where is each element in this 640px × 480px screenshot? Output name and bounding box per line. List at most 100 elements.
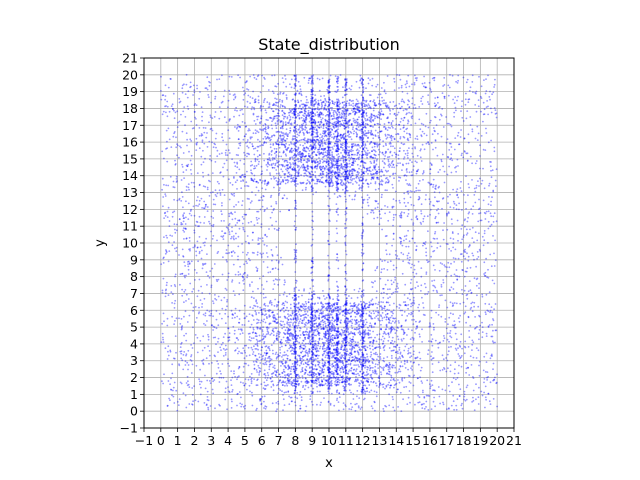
data-point	[223, 116, 226, 119]
data-point	[478, 364, 480, 367]
data-point	[471, 226, 474, 229]
data-point	[320, 118, 323, 121]
data-point	[297, 295, 300, 298]
data-point	[271, 259, 273, 262]
data-point	[418, 195, 420, 198]
data-point	[202, 175, 205, 178]
data-point	[204, 127, 207, 129]
data-point	[268, 316, 271, 318]
data-point	[255, 78, 258, 81]
data-point	[475, 284, 478, 287]
data-point	[179, 273, 182, 276]
data-point	[456, 193, 459, 196]
data-point	[259, 321, 262, 324]
data-point	[477, 180, 479, 183]
data-point	[174, 335, 177, 337]
data-point	[424, 125, 427, 128]
data-point	[492, 235, 494, 237]
data-point	[274, 353, 277, 355]
data-point	[167, 86, 170, 89]
data-point	[190, 360, 193, 362]
data-point	[285, 94, 288, 96]
data-point	[409, 282, 412, 284]
data-point	[383, 330, 386, 333]
data-point	[257, 239, 260, 241]
data-point	[391, 349, 394, 352]
data-point	[364, 117, 366, 120]
data-point	[273, 227, 276, 230]
data-point	[267, 181, 270, 184]
data-point	[410, 218, 413, 221]
data-point	[281, 345, 283, 348]
data-point	[482, 120, 484, 123]
data-point	[376, 353, 379, 356]
data-point	[443, 337, 446, 340]
data-point	[398, 176, 400, 179]
data-point	[393, 80, 396, 83]
data-point	[350, 88, 352, 91]
data-point	[228, 231, 231, 233]
data-point	[407, 152, 409, 155]
data-point	[195, 220, 198, 223]
data-point	[454, 347, 457, 350]
data-point	[311, 403, 314, 406]
data-point	[251, 136, 253, 139]
data-point	[282, 81, 285, 84]
data-point	[165, 129, 168, 132]
data-point	[478, 198, 480, 201]
data-point	[225, 149, 228, 152]
data-point	[381, 228, 383, 231]
data-point	[297, 354, 299, 357]
data-point	[314, 136, 316, 138]
data-point	[193, 110, 196, 113]
data-point	[177, 121, 179, 124]
data-point	[490, 204, 492, 207]
data-point	[357, 290, 360, 293]
data-point	[304, 142, 306, 145]
data-point	[293, 112, 295, 115]
data-point	[435, 184, 437, 187]
data-point	[245, 260, 248, 263]
data-point	[178, 363, 180, 365]
data-point	[350, 408, 353, 411]
data-point	[410, 171, 413, 173]
data-point	[348, 389, 351, 392]
data-point	[425, 273, 428, 275]
data-point	[489, 165, 492, 168]
data-point	[375, 163, 378, 166]
data-point	[452, 377, 455, 379]
data-point	[485, 352, 488, 355]
data-point	[210, 377, 213, 380]
data-point	[367, 378, 370, 380]
data-point	[185, 237, 188, 240]
data-point	[400, 84, 403, 87]
data-point	[365, 318, 367, 321]
data-point	[448, 266, 451, 269]
data-point	[461, 407, 464, 410]
data-point	[434, 389, 436, 392]
data-point	[403, 377, 406, 379]
data-point	[239, 144, 242, 147]
data-point	[487, 203, 490, 206]
data-point	[427, 230, 429, 233]
data-point	[256, 318, 258, 321]
data-point	[423, 132, 426, 135]
data-point	[224, 312, 227, 315]
data-point	[277, 112, 280, 115]
data-point	[257, 115, 260, 118]
data-point	[291, 310, 294, 312]
data-point	[321, 77, 324, 80]
data-point	[277, 387, 280, 390]
data-point	[298, 168, 301, 171]
data-point	[456, 219, 459, 222]
data-point	[296, 89, 299, 92]
data-point	[200, 163, 203, 166]
data-point	[421, 407, 424, 409]
data-point	[321, 136, 323, 139]
data-point	[276, 279, 279, 281]
data-point	[256, 210, 258, 213]
data-point	[430, 316, 433, 319]
data-point	[193, 342, 195, 345]
data-point	[408, 292, 411, 295]
data-point	[173, 307, 176, 309]
